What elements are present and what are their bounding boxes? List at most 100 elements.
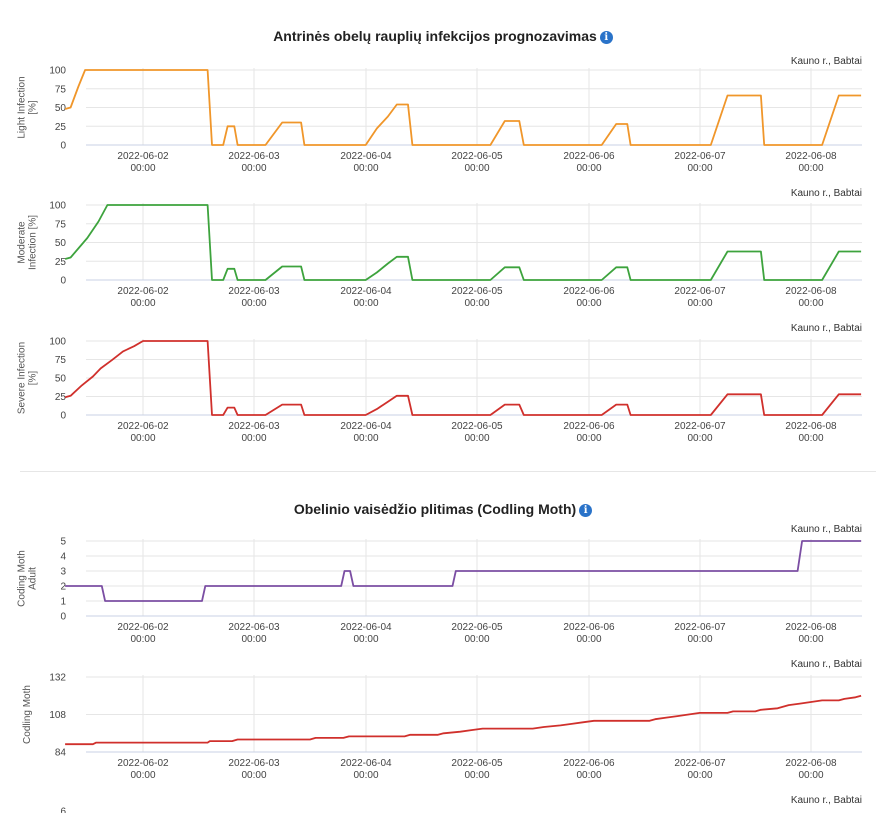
y-axis-label: Moderate	[17, 221, 28, 264]
x-tick-date: 2022-06-06	[563, 421, 615, 432]
x-tick-time: 00:00	[353, 634, 378, 645]
x-tick-time: 00:00	[353, 163, 378, 174]
x-tick-time: 00:00	[130, 298, 155, 309]
y-tick-label: 0	[60, 276, 66, 287]
info-circle-icon[interactable]: i	[579, 504, 593, 517]
series-line	[65, 540, 862, 602]
x-tick-time: 00:00	[798, 634, 823, 645]
y-tick-label: 1	[60, 597, 66, 608]
location-label: Kauno r., Babtai	[791, 323, 862, 334]
y-tick-label: 6	[60, 807, 66, 813]
x-tick-date: 2022-06-07	[674, 151, 726, 162]
x-tick-date: 2022-06-04	[340, 758, 392, 769]
y-axis-label: Severe Infection	[17, 342, 28, 414]
x-tick-time: 00:00	[576, 298, 601, 309]
chart-4: Kauno r., Babtai2022-06-0200:002022-06-0…	[22, 659, 862, 781]
x-tick-date: 2022-06-08	[785, 421, 837, 432]
x-tick-date: 2022-06-03	[228, 622, 280, 633]
x-tick-time: 00:00	[241, 634, 266, 645]
x-tick-date: 2022-06-02	[117, 758, 169, 769]
x-tick-time: 00:00	[576, 770, 601, 781]
x-tick-time: 00:00	[353, 298, 378, 309]
y-tick-label: 100	[49, 201, 66, 212]
y-tick-label: 75	[55, 84, 67, 95]
info-circle-icon[interactable]: i	[599, 31, 613, 44]
y-axis-label: [%]	[28, 371, 39, 386]
x-tick-date: 2022-06-03	[228, 758, 280, 769]
y-tick-label: 2	[60, 582, 66, 593]
chart-2: Kauno r., Babtai2022-06-0200:002022-06-0…	[17, 323, 862, 444]
y-axis-label: [%]	[28, 100, 39, 115]
chart-5: Kauno r., Babtai 6	[60, 795, 862, 813]
location-label: Kauno r., Babtai	[791, 524, 862, 535]
x-tick-date: 2022-06-02	[117, 286, 169, 297]
y-tick-label: 50	[55, 374, 67, 385]
chart-0: Kauno r., Babtai2022-06-0200:002022-06-0…	[17, 56, 862, 174]
series-line	[64, 69, 862, 146]
x-tick-time: 00:00	[241, 163, 266, 174]
x-tick-time: 00:00	[576, 163, 601, 174]
x-tick-time: 00:00	[241, 298, 266, 309]
panel-title-scab: Antrinės obelų rauplių infekcijos progno…	[0, 28, 886, 44]
x-tick-date: 2022-06-06	[563, 151, 615, 162]
x-tick-time: 00:00	[353, 770, 378, 781]
x-tick-time: 00:00	[130, 770, 155, 781]
y-tick-label: 25	[55, 257, 67, 268]
x-tick-date: 2022-06-04	[340, 421, 392, 432]
y-tick-label: 100	[49, 337, 66, 348]
y-tick-label: 4	[60, 552, 66, 563]
y-axis-label: Coding Moth	[17, 550, 28, 607]
x-tick-date: 2022-06-06	[563, 622, 615, 633]
x-tick-date: 2022-06-03	[228, 421, 280, 432]
x-tick-time: 00:00	[798, 298, 823, 309]
location-label: Kauno r., Babtai	[791, 188, 862, 199]
panel-divider	[20, 471, 876, 472]
x-tick-time: 00:00	[464, 634, 489, 645]
y-tick-label: 0	[60, 141, 66, 152]
x-tick-date: 2022-06-07	[674, 421, 726, 432]
location-label: Kauno r., Babtai	[791, 795, 862, 806]
x-tick-time: 00:00	[130, 634, 155, 645]
x-tick-time: 00:00	[464, 163, 489, 174]
x-tick-time: 00:00	[687, 163, 712, 174]
y-tick-label: 3	[60, 567, 66, 578]
x-tick-time: 00:00	[241, 770, 266, 781]
x-tick-date: 2022-06-07	[674, 758, 726, 769]
x-tick-date: 2022-06-07	[674, 286, 726, 297]
y-tick-label: 25	[55, 122, 67, 133]
x-tick-date: 2022-06-03	[228, 151, 280, 162]
y-tick-label: 84	[55, 748, 67, 759]
x-tick-date: 2022-06-04	[340, 622, 392, 633]
series-line	[64, 204, 862, 281]
y-tick-label: 132	[49, 673, 66, 684]
x-tick-time: 00:00	[576, 433, 601, 444]
x-tick-time: 00:00	[687, 770, 712, 781]
x-tick-date: 2022-06-02	[117, 151, 169, 162]
x-tick-date: 2022-06-05	[451, 622, 503, 633]
x-tick-time: 00:00	[687, 433, 712, 444]
panel-title-scab-text: Antrinės obelų rauplių infekcijos progno…	[273, 28, 597, 44]
x-tick-time: 00:00	[576, 634, 601, 645]
y-axis-label: Light Infection	[17, 76, 28, 138]
x-tick-date: 2022-06-08	[785, 622, 837, 633]
x-tick-time: 00:00	[798, 163, 823, 174]
x-tick-date: 2022-06-06	[563, 758, 615, 769]
x-tick-date: 2022-06-02	[117, 622, 169, 633]
x-tick-date: 2022-06-05	[451, 286, 503, 297]
x-tick-date: 2022-06-05	[451, 151, 503, 162]
panel-title-moth-text: Obelinio vaisėdžio plitimas (Codling Mot…	[293, 501, 577, 517]
x-tick-time: 00:00	[464, 770, 489, 781]
x-tick-date: 2022-06-02	[117, 421, 169, 432]
x-tick-time: 00:00	[464, 298, 489, 309]
x-tick-date: 2022-06-08	[785, 758, 837, 769]
y-tick-label: 0	[60, 411, 66, 422]
x-tick-date: 2022-06-04	[340, 286, 392, 297]
x-tick-date: 2022-06-03	[228, 286, 280, 297]
x-tick-time: 00:00	[798, 433, 823, 444]
x-tick-time: 00:00	[130, 163, 155, 174]
x-tick-date: 2022-06-06	[563, 286, 615, 297]
x-tick-time: 00:00	[353, 433, 378, 444]
chart-1: Kauno r., Babtai2022-06-0200:002022-06-0…	[17, 188, 862, 309]
series-line	[65, 694, 862, 746]
y-tick-label: 25	[55, 392, 67, 403]
